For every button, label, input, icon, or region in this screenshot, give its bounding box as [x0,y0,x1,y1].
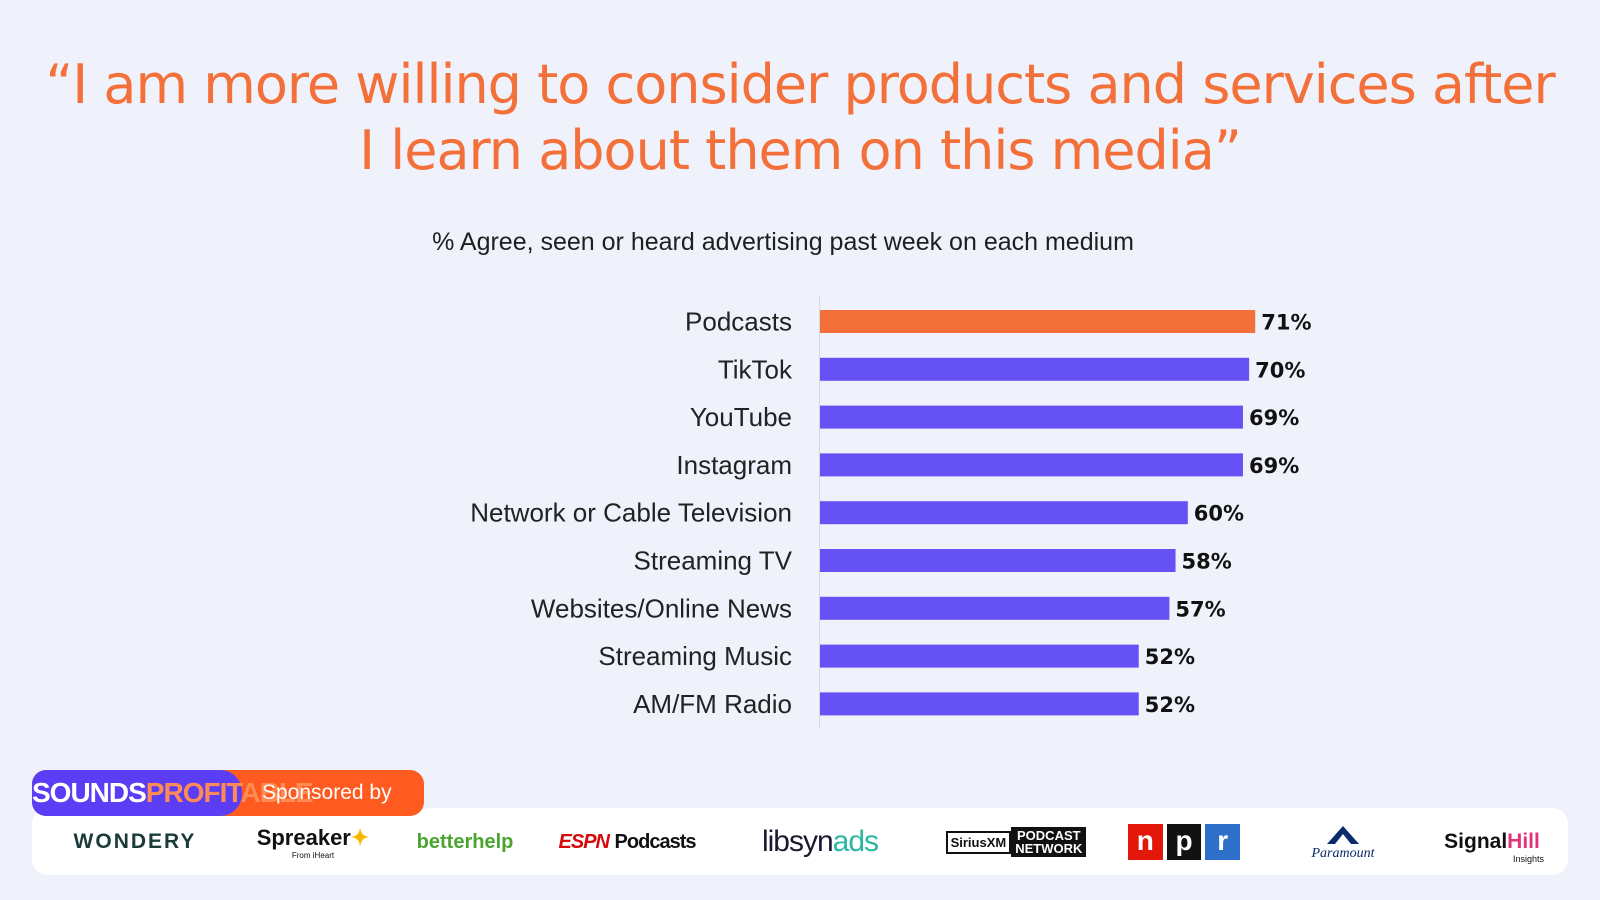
value-label: 60% [1194,502,1244,526]
bar-youtube [820,405,1243,429]
category-label: Network or Cable Television [470,498,792,528]
category-label: Websites/Online News [531,593,792,623]
podcast-word: PODCAST [1017,828,1081,843]
libsyn-ads-logo: libsyn ads [735,818,905,866]
category-label: YouTube [690,402,792,432]
siriusxm-podcast-network-logo: SiriusXM PODCAST NETWORK [940,818,1092,866]
value-label: 52% [1145,645,1195,669]
insights-text: Insights [1512,854,1544,864]
bar-streaming-tv [820,549,1176,572]
hill-text: Hill [1507,830,1540,853]
paramount-logo: Paramount [1298,818,1388,866]
podcast-network-text: PODCAST NETWORK [1011,827,1087,857]
signal-text: Signal [1444,830,1508,853]
category-label: Streaming Music [598,641,792,671]
npr-p: p [1166,824,1202,860]
espn-mark: ESPN [558,830,610,853]
npr-r: r [1205,824,1241,860]
title-line-2: I learn about them on this media” [359,119,1242,182]
bar-websites-online-news [820,596,1170,620]
value-label: 52% [1145,693,1195,717]
category-label: TikTok [718,354,793,384]
espn-podcasts-text: Podcasts [614,830,697,853]
bar-chart: Podcasts 71% TikTok 70% YouTube 69% Instagram 6… [470,296,1311,728]
value-label: 69% [1249,454,1299,478]
betterhelp-logo: betterhelp [416,830,514,853]
network-word: NETWORK [1015,841,1083,856]
category-label: Podcasts [685,307,792,337]
bar-streaming-music [820,644,1139,668]
bar-tiktok [820,357,1250,381]
category-label: AM/FM Radio [633,689,792,719]
value-label: 57% [1175,597,1225,621]
value-label: 58% [1182,550,1232,574]
spreaker-logo: Spreaker✦ From iHeart [248,818,378,866]
espn-podcasts-logo: ESPN Podcasts [552,818,702,866]
bar-am-fm-radio [820,692,1139,716]
category-label: Instagram [676,450,792,480]
sounds-profitable-logo: SOUNDSPROFITABLE [32,770,314,816]
category-label: Streaming TV [634,546,793,576]
bar-podcasts [820,310,1256,333]
mountain-icon [1327,826,1359,844]
value-label: 69% [1249,406,1299,430]
wondery-logo: WONDERY [73,830,197,853]
sponsored-by-label: Sponsored by [262,781,392,804]
npr-n: n [1128,824,1163,860]
title-line-1: “I am more willing to consider products … [45,53,1555,116]
brand-part-1: SOUNDS [32,777,147,808]
chart-subtitle: % Agree, seen or heard advertising past … [432,228,1134,256]
siriusxm-text: SiriusXM [945,830,1012,854]
libsyn-text: libsyn [761,825,834,858]
libsyn-ads-text: ads [832,825,879,858]
slide-title: “I am more willing to consider products … [0,52,1600,184]
spreaker-subtext: From iHeart [291,850,335,860]
signal-hill-logo: Signal Hill Insights [1432,818,1552,866]
paramount-text: Paramount [1311,846,1375,861]
value-label: 70% [1255,358,1305,382]
bar-instagram [820,453,1243,477]
star-icon: ✦ [350,824,370,850]
spreaker-text: Spreaker [256,824,351,850]
sponsor-logo-strip [32,808,1568,875]
bar-network-or-cable-television [820,501,1188,525]
value-label: 71% [1261,311,1311,335]
brand-part-2: PROFITABLE [145,777,314,808]
